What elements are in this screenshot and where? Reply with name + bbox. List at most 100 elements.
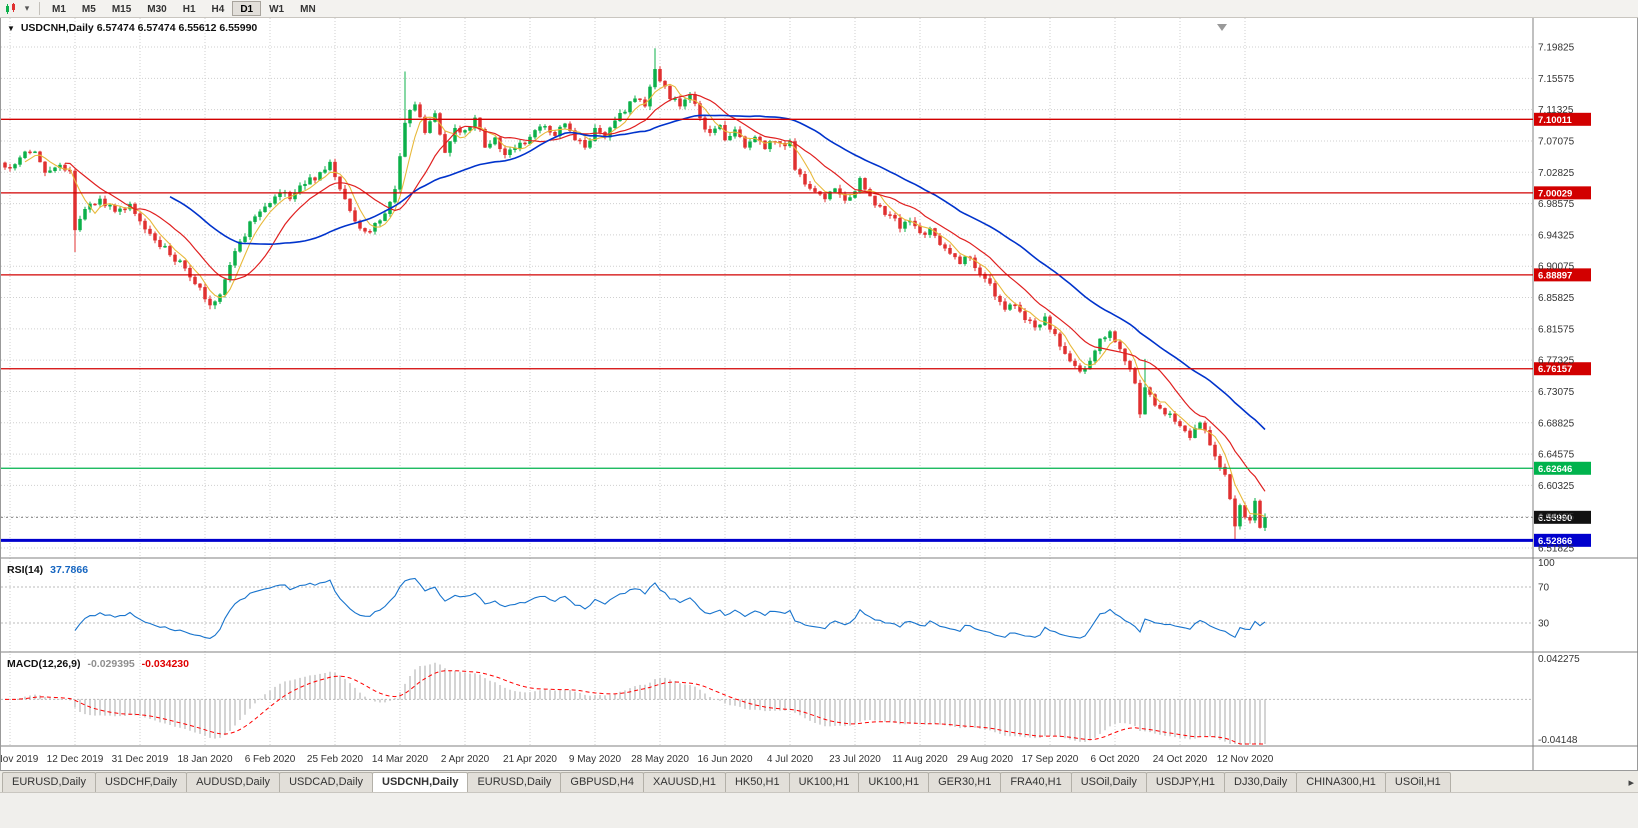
chart-tab-usoil-h1[interactable]: USOil,H1	[1384, 772, 1451, 792]
rsi-tick-label: 100	[1538, 558, 1555, 569]
level-0-badge-text: 7.10011	[1538, 115, 1573, 126]
macd-panel	[1, 662, 1533, 745]
chart-tab-china300-h1[interactable]: CHINA300,H1	[1296, 772, 1386, 792]
chart-tab-uk100-h1[interactable]: UK100,H1	[788, 772, 860, 792]
chart-tab-eurusd-daily[interactable]: EURUSD,Daily	[467, 772, 562, 792]
collapse-triangle-icon[interactable]: ▼	[7, 24, 15, 33]
price-tick-label: 6.81575	[1538, 324, 1575, 335]
date-tick-label: 11 Aug 2020	[892, 754, 948, 765]
chart-tab-audusd-daily[interactable]: AUDUSD,Daily	[186, 772, 281, 792]
price-tick-label: 6.51825	[1538, 544, 1575, 555]
timeframe-button-m15[interactable]: M15	[111, 4, 132, 15]
price-tick-label: 6.73075	[1538, 387, 1575, 398]
price-tick-label: 6.77325	[1538, 356, 1575, 367]
grid-lines	[1, 18, 1533, 746]
chart-tab-usdcad-daily[interactable]: USDCAD,Daily	[279, 772, 374, 792]
chart-tab-xauusd-h1[interactable]: XAUUSD,H1	[642, 772, 726, 792]
chart-tab-usdchf-daily[interactable]: USDCHF,Daily	[94, 772, 188, 792]
time-axis[interactable]: 23 Nov 2019 12 Dec 2019 31 Dec 2019 18 Jan …	[1, 754, 1274, 765]
price-axis[interactable]: 7.19825 7.15575 7.11325 7.07075 7.02825 6.985…	[1538, 43, 1580, 747]
date-tick-label: 31 Dec 2019	[112, 754, 169, 765]
price-tick-label: 6.90075	[1538, 262, 1575, 273]
chart-canvas[interactable]: 7.10011 7.00029 6.88897 6.76157 6.62646 6.528…	[1, 18, 1638, 770]
panel-frames	[1, 18, 1638, 770]
chart-type-icon[interactable]	[3, 2, 19, 16]
date-tick-label: 24 Oct 2020	[1153, 754, 1208, 765]
timeframe-button-m1[interactable]: M1	[52, 4, 66, 15]
rsi-panel	[1, 577, 1533, 639]
level-3-badge-text: 6.76157	[1538, 364, 1572, 375]
chart-tabs-bar: EURUSD,Daily USDCHF,Daily AUDUSD,Daily USDC…	[0, 770, 1638, 792]
level-4-badge-text: 6.62646	[1538, 464, 1572, 475]
price-tick-label: 6.98575	[1538, 199, 1575, 210]
date-tick-label: 28 May 2020	[631, 754, 689, 765]
tabs-scroll-right-icon[interactable]: ▸	[1628, 777, 1634, 789]
date-tick-label: 12 Nov 2020	[1217, 754, 1274, 765]
date-tick-label: 16 Jun 2020	[697, 754, 752, 765]
rsi-tick-label: 30	[1538, 619, 1550, 630]
price-tick-label: 7.07075	[1538, 136, 1575, 147]
ma-fast-line	[24, 83, 1266, 518]
price-tick-label: 6.68825	[1538, 418, 1575, 429]
macd-tick-label: -0.04148	[1538, 735, 1578, 746]
moving-average-lines	[24, 83, 1266, 518]
horizontal-level-lines[interactable]: 7.10011 7.00029 6.88897 6.76157 6.62646 6.528…	[1, 112, 1591, 547]
chart-tab-uk100-h1[interactable]: UK100,H1	[858, 772, 930, 792]
timeframe-button-h1[interactable]: H1	[182, 4, 196, 15]
chart-shift-marker-icon[interactable]	[1217, 24, 1227, 31]
date-tick-label: 18 Jan 2020	[177, 754, 232, 765]
chart-tab-usdjpy-h1[interactable]: USDJPY,H1	[1145, 772, 1226, 792]
date-tick-label: 4 Jul 2020	[767, 754, 814, 765]
level-2-badge-text: 6.88897	[1538, 270, 1572, 281]
price-tick-label: 6.94325	[1538, 230, 1575, 241]
chart-tab-dj30-daily[interactable]: DJ30,Daily	[1224, 772, 1298, 792]
level-1-badge	[1534, 186, 1591, 200]
level-3-badge	[1534, 362, 1591, 376]
timeframe-button-h4[interactable]: H4	[211, 4, 225, 15]
level-5-badge-text: 6.52866	[1538, 536, 1572, 547]
candles-glyph	[6, 2, 15, 14]
level-4-badge	[1534, 461, 1591, 475]
timeframe-button-w1[interactable]: W1	[269, 4, 285, 15]
timeframe-button-mn[interactable]: MN	[300, 4, 316, 15]
rsi-line	[74, 577, 1266, 639]
rsi-tick-label: 70	[1538, 583, 1550, 594]
macd-tick-label: 0.042275	[1538, 654, 1580, 665]
chart-area[interactable]: 7.10011 7.00029 6.88897 6.76157 6.62646 6.528…	[0, 18, 1638, 770]
macd-signal-line	[5, 670, 1265, 745]
status-strip	[0, 792, 1638, 828]
ma-slow-line	[169, 114, 1266, 431]
price-tick-label: 6.60325	[1538, 481, 1575, 492]
price-tick-label: 6.56075	[1538, 512, 1575, 523]
date-tick-label: 29 Aug 2020	[957, 754, 1014, 765]
price-tick-label: 7.02825	[1538, 168, 1575, 179]
chart-tab-ger30-h1[interactable]: GER30,H1	[928, 772, 1002, 792]
timeframe-button-d1[interactable]: D1	[232, 1, 262, 16]
date-tick-label: 2 Apr 2020	[441, 754, 490, 765]
level-0-badge	[1534, 112, 1591, 126]
current-price-badge-text: 6.55990	[1538, 513, 1572, 524]
date-tick-label: 23 Jul 2020	[829, 754, 881, 765]
price-tick-label: 6.64575	[1538, 450, 1575, 461]
current-price-badge	[1534, 510, 1591, 524]
ma-mid-line	[64, 93, 1266, 492]
date-tick-label: 17 Sep 2020	[1022, 754, 1079, 765]
level-5-badge	[1534, 533, 1591, 547]
price-tick-label: 7.19825	[1538, 43, 1575, 54]
timeframe-button-m5[interactable]: M5	[81, 4, 96, 15]
chart-tab-usdcnh-daily[interactable]: USDCNH,Daily	[372, 772, 469, 792]
timeframe-button-m30[interactable]: M30	[147, 4, 167, 15]
price-tick-label: 6.85825	[1538, 293, 1575, 304]
chart-tab-fra40-h1[interactable]: FRA40,H1	[1000, 772, 1072, 792]
date-tick-label: 6 Feb 2020	[245, 754, 296, 765]
timeframe-toolbar: ▾ M1 M5 M15 M30 H1 H4 D1 W1 MN	[0, 0, 1638, 18]
chart-tab-usoil-daily[interactable]: USOil,Daily	[1070, 772, 1147, 792]
chart-tab-hk50-h1[interactable]: HK50,H1	[724, 772, 790, 792]
date-tick-label: 6 Oct 2020	[1091, 754, 1140, 765]
dropdown-arrow-icon[interactable]: ▾	[24, 3, 30, 13]
chart-tab-eurusd-daily[interactable]: EURUSD,Daily	[2, 772, 96, 792]
date-tick-label: 23 Nov 2019	[1, 754, 39, 765]
date-tick-label: 25 Feb 2020	[307, 754, 364, 765]
chart-tab-gbpusd-h4[interactable]: GBPUSD,H4	[560, 772, 644, 792]
